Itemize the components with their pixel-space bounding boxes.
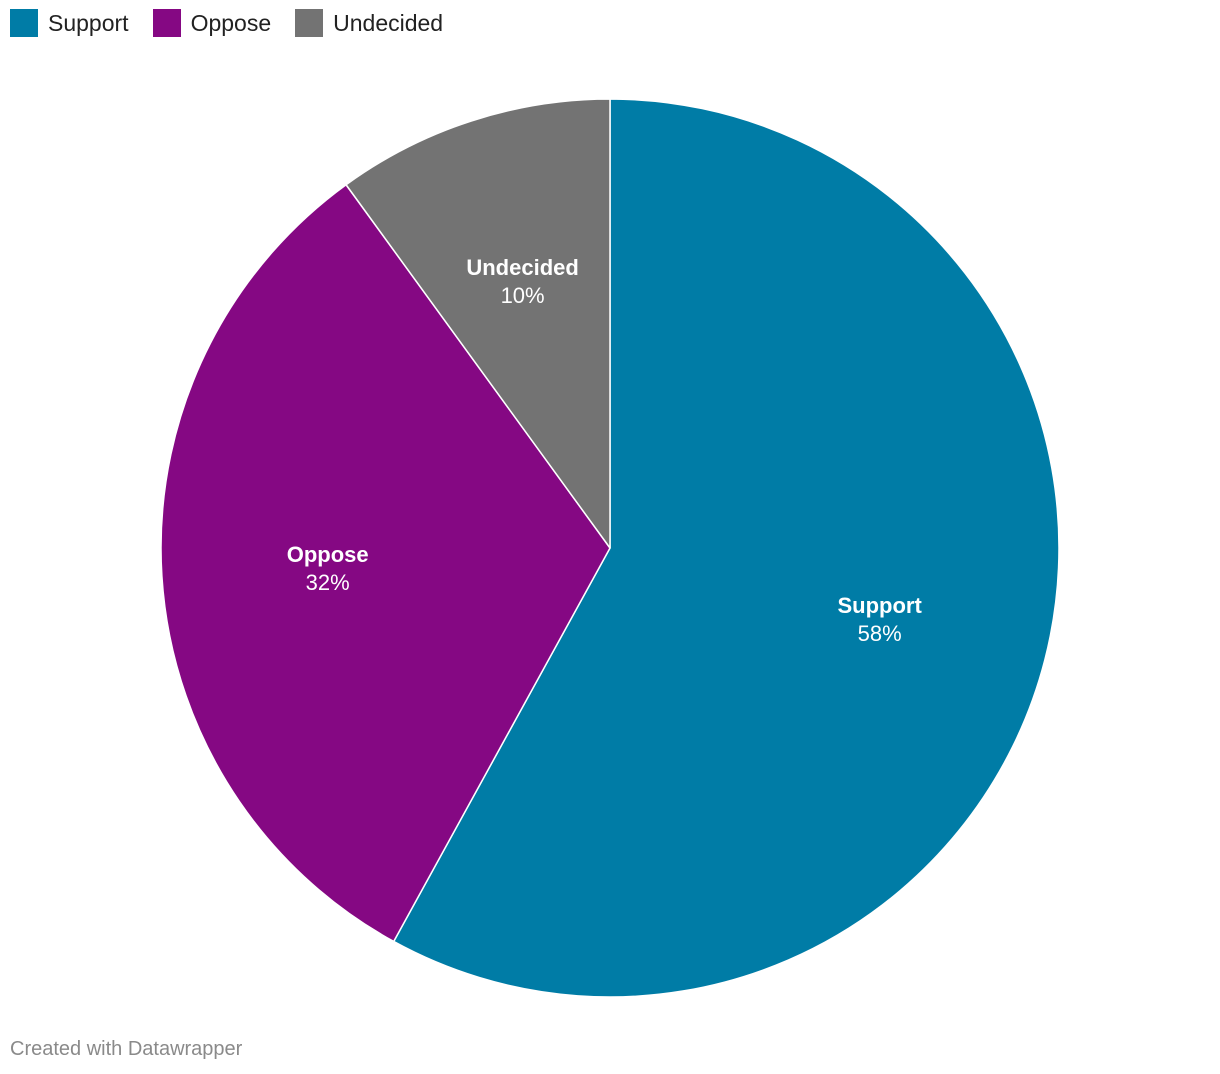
- slice-value-undecided: 10%: [501, 283, 545, 308]
- pie-slice-undecided[interactable]: [345, 98, 611, 549]
- pie-slice-support[interactable]: [392, 98, 1060, 998]
- legend-item-support: Support: [10, 9, 129, 37]
- slice-label-support: Support: [837, 593, 922, 618]
- slice-value-oppose: 32%: [306, 570, 350, 595]
- legend-item-undecided: Undecided: [295, 9, 443, 37]
- legend-swatch-oppose: [152, 9, 181, 37]
- pie-slice-oppose[interactable]: [160, 184, 611, 943]
- credit-text[interactable]: Created with Datawrapper: [10, 1038, 243, 1060]
- pie-labels: Support 58% Oppose 32% Undecided 10%: [287, 255, 923, 646]
- legend-swatch-support: [10, 9, 38, 37]
- slice-label-oppose: Oppose: [287, 542, 369, 567]
- legend-item-oppose: Oppose: [152, 9, 272, 37]
- legend-label-support: Support: [48, 10, 129, 36]
- slice-value-support: 58%: [858, 621, 902, 646]
- chart-legend: Support Oppose Undecided: [10, 9, 443, 37]
- legend-label-oppose: Oppose: [190, 10, 272, 36]
- legend-swatch-undecided: [295, 9, 324, 37]
- slice-label-undecided: Undecided: [466, 255, 578, 280]
- legend-label-undecided: Undecided: [333, 10, 444, 36]
- pie-slices: [160, 98, 1060, 998]
